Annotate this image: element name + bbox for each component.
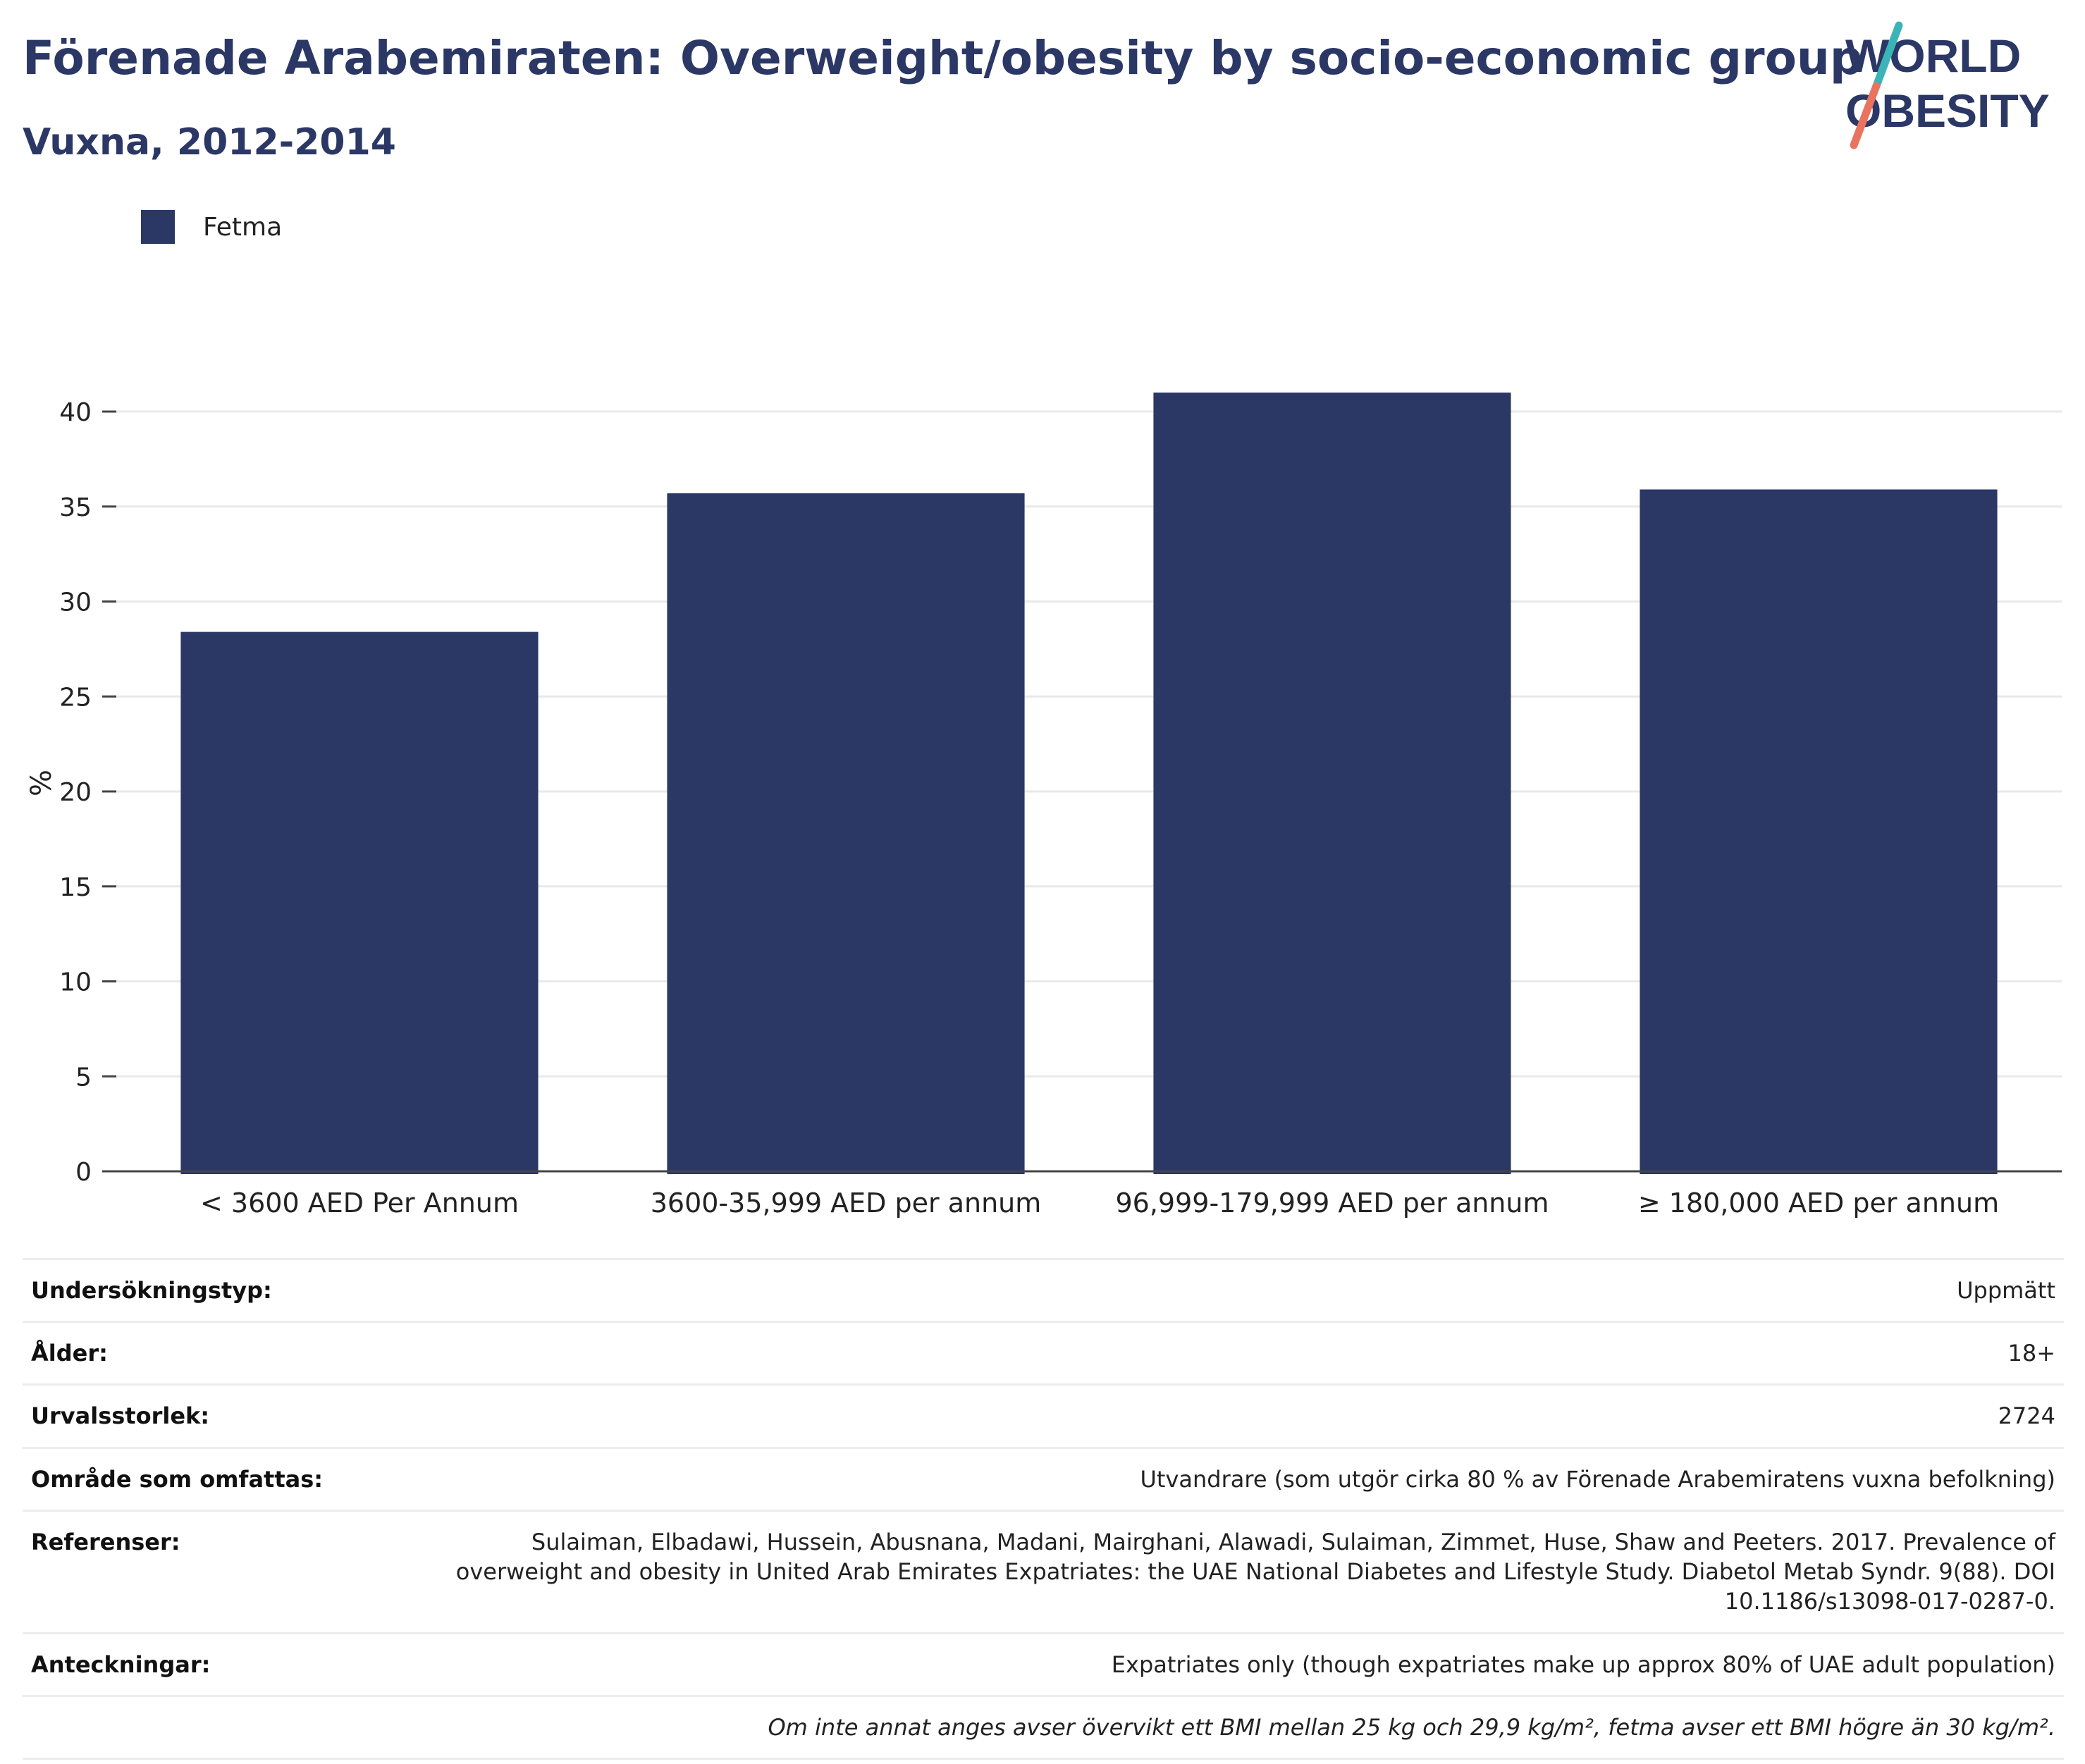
info-value-survey-type: Uppmätt [406,1257,2064,1322]
info-value-notes: Expatriates only (though expatriates mak… [406,1632,2064,1696]
bar [1153,393,1511,1174]
world-obesity-logo: WORLD OBESITY [1845,21,2050,149]
info-key-empty [23,1694,406,1760]
info-row: Ålder: 18+ [23,1321,2064,1385]
chart-title: Förenade Arabemiraten: Overweight/obesit… [23,31,1864,85]
logo-slash-bottom [1850,82,1881,149]
y-tick-label: 30 [59,588,92,617]
legend-label-fetma: Fetma [203,212,283,242]
logo-slash-top [1872,21,1903,90]
info-value-age: 18+ [406,1321,2064,1385]
info-value-sample-size: 2724 [406,1383,2064,1448]
info-key-survey-type: Undersökningstyp: [23,1257,406,1322]
logo-line1: WORLD [1845,30,2021,82]
info-row: Anteckningar: Expatriates only (though e… [23,1632,2064,1696]
info-table: Undersökningstyp: Uppmätt Ålder: 18+ Urv… [23,1257,2064,1760]
info-value-references: Sulaiman, Elbadawi, Hussein, Abusnana, M… [406,1509,2064,1634]
info-row: Urvalsstorlek: 2724 [23,1383,2064,1448]
info-key-area: Område som omfattas: [23,1446,406,1511]
x-tick-label: < 3600 AED Per Annum [200,1188,519,1219]
y-tick-label: 10 [59,968,92,997]
info-row: Om inte annat anges avser övervikt ett B… [23,1694,2064,1760]
y-tick-label: 40 [59,398,92,427]
y-axis-label: % [25,770,58,796]
chart-legend: Fetma [141,210,282,244]
bar [180,631,539,1174]
bar [667,493,1025,1174]
info-key-age: Ålder: [23,1321,406,1385]
y-tick-label: 5 [75,1063,92,1092]
bar-chart: 0 5 10 15 20 25 30 35 40% < 3600 AED Per Annum 360… [25,393,2062,1219]
logo-line2: OBESITY [1845,85,2050,137]
info-row: Referenser: Sulaiman, Elbadawi, Hussein,… [23,1509,2064,1634]
y-tick-label: 0 [75,1158,92,1187]
x-tick-label: 96,999-179,999 AED per annum [1116,1188,1549,1219]
y-tick-label: 25 [59,683,92,712]
info-key-notes: Anteckningar: [23,1632,406,1696]
info-key-sample-size: Urvalsstorlek: [23,1383,406,1448]
y-tick-label: 20 [59,778,92,807]
info-row: Område som omfattas: Utvandrare (som utg… [23,1446,2064,1511]
chart-subtitle: Vuxna, 2012-2014 [23,121,396,164]
bar [1640,489,1998,1174]
info-value-area: Utvandrare (som utgör cirka 80 % av Före… [406,1446,2064,1511]
legend-swatch-fetma [141,210,175,244]
info-key-references: Referenser: [23,1509,406,1634]
info-row: Undersökningstyp: Uppmätt [23,1257,2064,1322]
info-footnote: Om inte annat anges avser övervikt ett B… [406,1694,2064,1760]
y-tick-label: 35 [59,493,92,522]
y-tick-label: 15 [59,873,92,902]
x-tick-label: 3600-35,999 AED per annum [651,1188,1042,1219]
x-tick-label: ≥ 180,000 AED per annum [1638,1188,1999,1219]
